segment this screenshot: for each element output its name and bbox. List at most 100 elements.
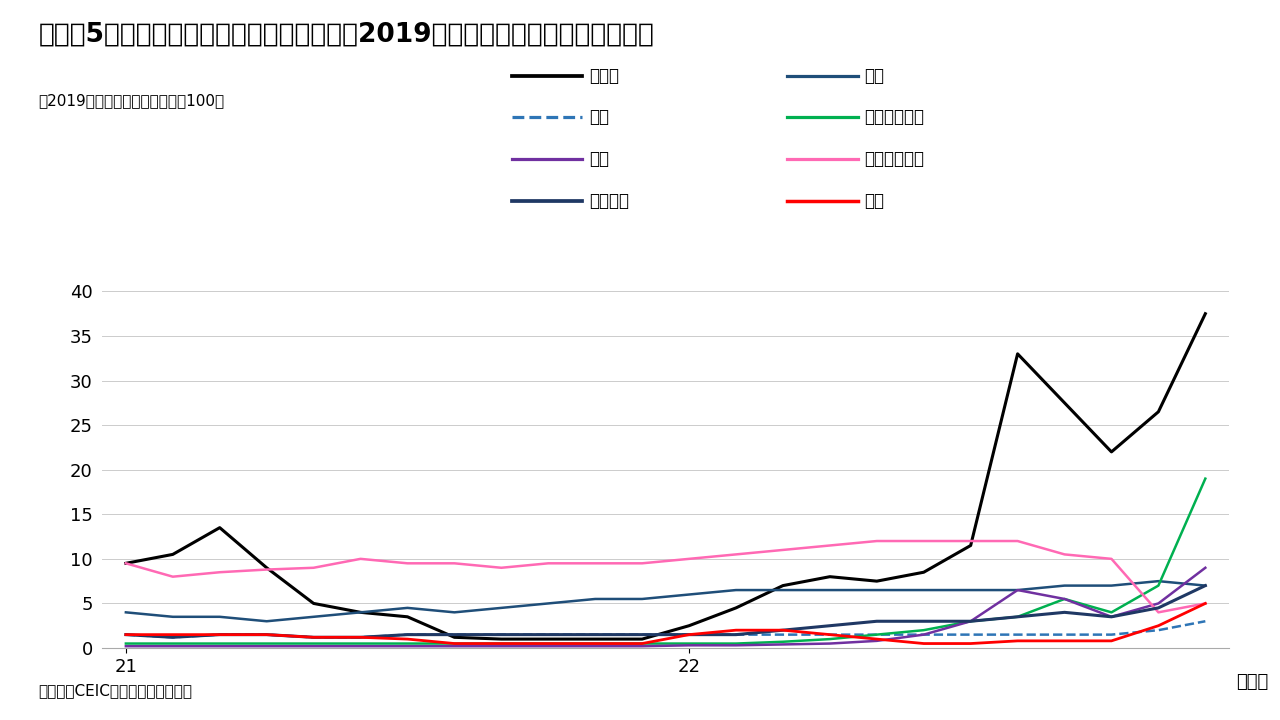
韓国	[447, 608, 462, 616]
ベトナム	[635, 630, 650, 639]
Text: インドネシア: インドネシア	[864, 150, 924, 168]
韓国	[165, 613, 180, 621]
台湾	[306, 633, 321, 642]
台湾	[165, 633, 180, 642]
韓国	[822, 586, 837, 595]
インドネシア	[447, 559, 462, 567]
韓国	[776, 586, 791, 595]
インドネシア	[635, 559, 650, 567]
シンガポール	[776, 637, 791, 646]
ベトナム	[728, 630, 744, 639]
インドネシア	[1103, 554, 1119, 563]
インド	[1198, 310, 1213, 318]
タイ	[494, 642, 509, 651]
インドネシア	[1198, 599, 1213, 608]
タイ	[776, 640, 791, 649]
インドネシア	[681, 554, 696, 563]
日本	[681, 630, 696, 639]
ベトナム	[1057, 608, 1073, 616]
インドネシア	[588, 559, 603, 567]
Line: インドネシア: インドネシア	[125, 541, 1206, 612]
タイ	[728, 641, 744, 649]
インド	[822, 572, 837, 581]
台湾	[1010, 630, 1025, 639]
韓国	[681, 590, 696, 599]
タイ	[1103, 613, 1119, 621]
インド	[118, 559, 133, 567]
ベトナム	[916, 617, 932, 626]
インド	[212, 523, 228, 532]
タイ	[447, 642, 462, 651]
Text: 日本: 日本	[864, 192, 884, 210]
日本	[1057, 636, 1073, 645]
インドネシア	[118, 559, 133, 567]
タイ	[963, 617, 978, 626]
台湾	[212, 630, 228, 639]
インド	[1151, 408, 1166, 416]
ベトナム	[588, 630, 603, 639]
シンガポール	[399, 639, 415, 648]
韓国	[306, 613, 321, 621]
タイ	[1198, 564, 1213, 572]
ベトナム	[963, 617, 978, 626]
ベトナム	[447, 630, 462, 639]
台湾	[447, 630, 462, 639]
インド	[1010, 349, 1025, 358]
韓国	[869, 586, 884, 595]
ベトナム	[1151, 603, 1166, 612]
インド	[353, 608, 369, 616]
インドネシア	[963, 536, 978, 545]
シンガポール	[306, 639, 321, 648]
インド	[494, 635, 509, 644]
韓国	[118, 608, 133, 616]
台湾	[118, 630, 133, 639]
インドネシア	[399, 559, 415, 567]
インド	[728, 603, 744, 612]
日本	[1151, 621, 1166, 630]
シンガポール	[588, 639, 603, 648]
Line: シンガポール: シンガポール	[125, 479, 1206, 644]
Line: インド: インド	[125, 314, 1206, 639]
日本	[447, 639, 462, 648]
韓国	[1151, 577, 1166, 585]
Text: （年）: （年）	[1235, 673, 1268, 691]
Text: タイ: タイ	[589, 150, 609, 168]
タイ	[165, 642, 180, 651]
インドネシア	[259, 565, 274, 574]
インド	[165, 550, 180, 559]
インド	[869, 577, 884, 585]
韓国	[963, 586, 978, 595]
タイ	[1057, 595, 1073, 603]
日本	[869, 635, 884, 644]
日本	[165, 630, 180, 639]
ベトナム	[1010, 613, 1025, 621]
韓国	[916, 586, 932, 595]
インド	[1057, 399, 1073, 408]
台湾	[1151, 626, 1166, 634]
インド	[681, 621, 696, 630]
シンガポール	[635, 639, 650, 648]
タイ	[118, 642, 133, 651]
日本	[540, 639, 556, 648]
台湾	[399, 630, 415, 639]
ベトナム	[1198, 581, 1213, 590]
Line: 台湾: 台湾	[125, 621, 1206, 637]
ベトナム	[353, 633, 369, 642]
インド	[588, 635, 603, 644]
シンガポール	[963, 617, 978, 626]
シンガポール	[1057, 595, 1073, 603]
Line: タイ: タイ	[125, 568, 1206, 647]
韓国	[1010, 586, 1025, 595]
ベトナム	[822, 621, 837, 630]
シンガポール	[1103, 608, 1119, 616]
Text: 台湾: 台湾	[589, 108, 609, 127]
タイ	[212, 642, 228, 651]
Text: 韓国: 韓国	[864, 67, 884, 85]
韓国	[1057, 581, 1073, 590]
台湾	[728, 630, 744, 639]
日本	[212, 630, 228, 639]
インドネシア	[494, 564, 509, 572]
日本	[399, 635, 415, 644]
シンガポール	[165, 639, 180, 648]
インドネシア	[1057, 550, 1073, 559]
